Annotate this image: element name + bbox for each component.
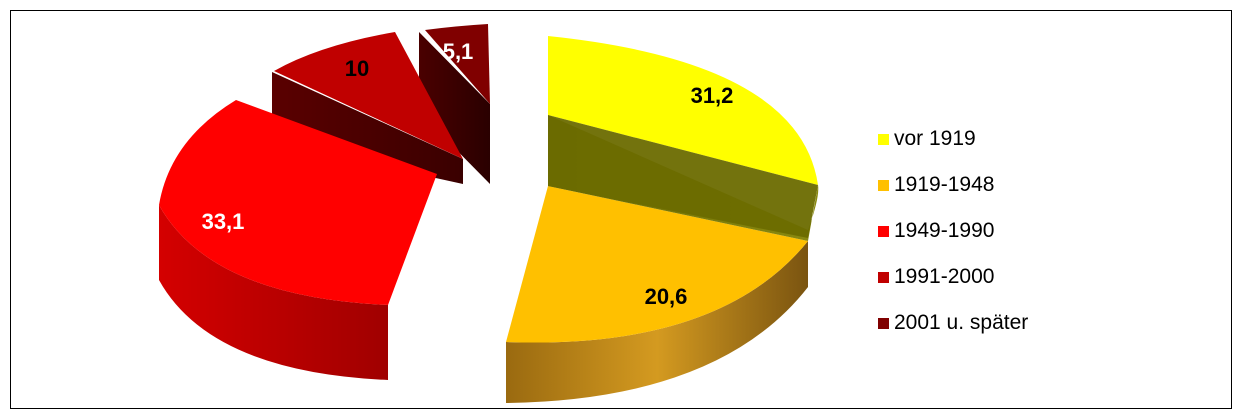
slice-2001-u-spaeter (419, 24, 490, 184)
legend-label-1991-2000: 1991-2000 (894, 265, 995, 288)
legend-label-vor-1919: vor 1919 (894, 127, 976, 150)
slice-1991-side (272, 72, 463, 184)
slice-1919-1948 (506, 186, 808, 403)
legend-item-1949-1990: 1949-1990 (878, 208, 1028, 254)
legend-label-1949-1990: 1949-1990 (894, 219, 995, 242)
legend-label-1919-1948: 1919-1948 (894, 173, 995, 196)
data-label-1949-1990: 33,1 (202, 209, 245, 234)
legend-swatch-1991-2000 (878, 271, 889, 283)
slice-vor-1919 (548, 36, 819, 241)
legend-item-2001-u-spaeter: 2001 u. später (878, 300, 1028, 346)
slice-1949-1990 (159, 100, 437, 380)
legend-swatch-vor-1919 (878, 133, 889, 145)
data-label-2001-u-spaeter: 5,1 (443, 39, 474, 64)
legend-swatch-1949-1990 (878, 225, 889, 237)
legend-item-1991-2000: 1991-2000 (878, 254, 1028, 300)
legend-label-2001-u-spaeter: 2001 u. später (894, 311, 1029, 334)
slice-1991-2000 (272, 32, 463, 184)
legend-item-vor-1919: vor 1919 (878, 116, 1028, 162)
legend: vor 1919 1919-1948 1949-1990 1991-2000 2… (878, 116, 1028, 346)
slice-1991-top (274, 32, 463, 159)
legend-swatch-2001-u-spaeter (878, 317, 889, 329)
slice-2001-side (419, 32, 490, 184)
slice-1919-top (506, 186, 808, 343)
data-label-1991-2000: 10 (345, 56, 369, 81)
slice-vor-1919-top (548, 36, 818, 185)
slice-1919-side (506, 241, 808, 403)
slice-1949-side (159, 205, 388, 380)
slice-2001-top (425, 24, 490, 104)
slice-1949-top (159, 100, 437, 305)
legend-swatch-1919-1948 (878, 179, 889, 191)
slice-vor-1919-rim (548, 115, 818, 238)
data-label-vor-1919: 31,2 (691, 83, 734, 108)
data-label-1919-1948: 20,6 (645, 284, 688, 309)
legend-item-1919-1948: 1919-1948 (878, 162, 1028, 208)
